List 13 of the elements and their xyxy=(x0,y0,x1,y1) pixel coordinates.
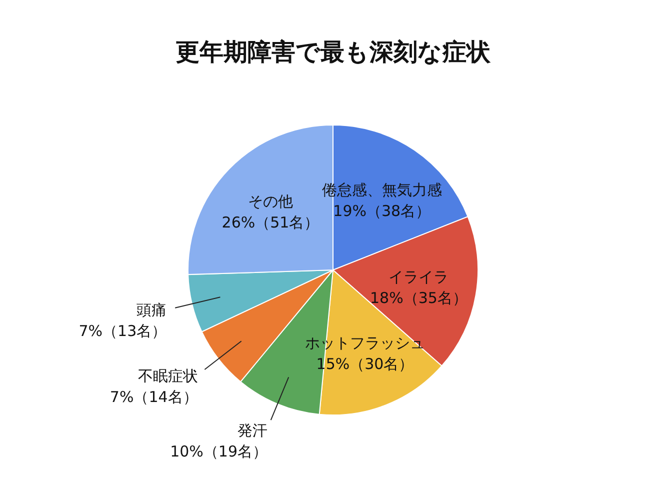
slice-label: 発汗 xyxy=(238,421,268,440)
data-label: 26%（51名） xyxy=(222,213,320,232)
data-label: 18%（35名） xyxy=(370,288,468,307)
slice-label: イライラ xyxy=(388,268,449,286)
data-label: 7%（14名） xyxy=(110,388,198,406)
slice-label: 倦怠感、無気力感 xyxy=(322,181,442,200)
data-label: 7%（13名） xyxy=(78,322,167,340)
chart-title: 更年期障害で最も深刻な症状 xyxy=(176,38,492,66)
slice-label: 不眠症状 xyxy=(138,367,198,386)
data-label: 10%（19名） xyxy=(170,442,268,460)
data-label: 19%（38名） xyxy=(333,202,431,220)
slice-label: 頭痛 xyxy=(136,301,167,320)
slice-label: その他 xyxy=(248,192,294,210)
